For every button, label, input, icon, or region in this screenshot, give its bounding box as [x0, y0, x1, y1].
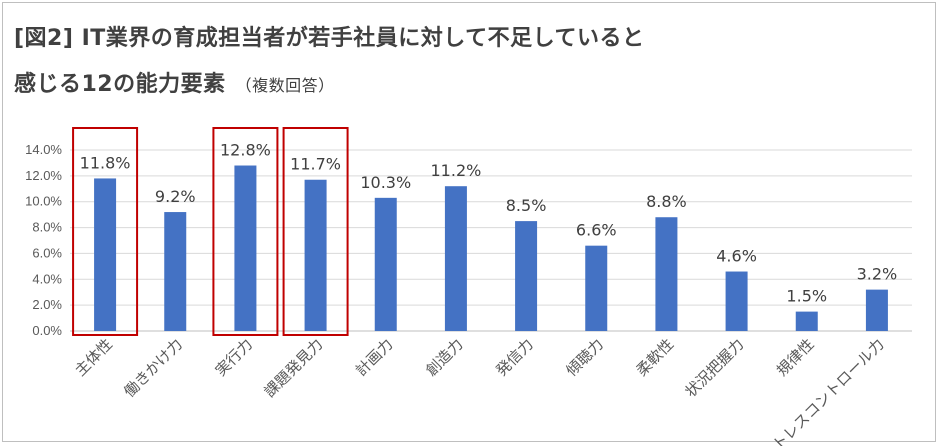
bar: [515, 221, 538, 331]
chart-title-line1: [図2] IT業界の育成担当者が若手社員に対して不足していると: [14, 26, 645, 51]
x-category-label: ストレスコントロール力: [758, 335, 887, 446]
bar: [304, 179, 327, 331]
x-category-label: 状況把握力: [682, 335, 748, 401]
data-label: 1.5%: [786, 287, 827, 306]
y-tick-label: 0.0%: [32, 323, 62, 338]
bar: [865, 289, 888, 331]
x-category-label: 規律性: [773, 335, 818, 380]
data-label: 11.2%: [431, 161, 482, 180]
y-tick-label: 14.0%: [25, 142, 62, 157]
data-label: 6.6%: [576, 221, 617, 240]
bar: [94, 178, 117, 331]
x-category-label: 創造力: [422, 335, 467, 380]
data-label: 10.3%: [360, 173, 411, 192]
bar: [725, 271, 748, 331]
highlight-box: [72, 127, 139, 336]
data-label: 9.2%: [155, 187, 196, 206]
x-category-label: 課題発見力: [261, 335, 327, 401]
x-category-label: 発信力: [492, 335, 537, 380]
highlight-box: [282, 127, 349, 336]
x-category-label: 働きかけ力: [120, 335, 186, 401]
bar: [374, 197, 397, 331]
x-category-label: 実行力: [212, 335, 257, 380]
data-label: 11.8%: [80, 153, 131, 172]
bar: [585, 245, 608, 331]
data-label: 3.2%: [857, 265, 898, 284]
bar: [234, 165, 257, 331]
highlight-box: [212, 127, 279, 336]
data-label: 4.6%: [716, 247, 757, 266]
x-category-label: 計画力: [352, 335, 397, 380]
y-tick-label: 4.0%: [32, 271, 62, 286]
data-label: 8.5%: [506, 196, 547, 215]
y-tick-label: 6.0%: [32, 245, 62, 260]
x-category-label: 柔軟性: [633, 335, 678, 380]
bar: [444, 186, 467, 331]
chart-title-line2-text: 感じる12の能力要素: [14, 72, 226, 97]
y-tick-label: 8.0%: [32, 220, 62, 235]
chart-title-line2: 感じる12の能力要素 （複数回答）: [14, 66, 335, 98]
y-tick-label: 10.0%: [25, 194, 62, 209]
x-category-label: 主体性: [71, 335, 116, 380]
bar: [164, 212, 187, 331]
chart-subtitle: （複数回答）: [235, 76, 335, 95]
x-category-label: 傾聴力: [563, 335, 608, 380]
y-tick-label: 12.0%: [25, 168, 62, 183]
bar: [795, 311, 818, 331]
bar: [655, 217, 678, 331]
data-label: 8.8%: [646, 192, 687, 211]
y-tick-label: 2.0%: [32, 297, 62, 312]
data-label: 11.7%: [290, 155, 341, 174]
data-label: 12.8%: [220, 141, 271, 160]
